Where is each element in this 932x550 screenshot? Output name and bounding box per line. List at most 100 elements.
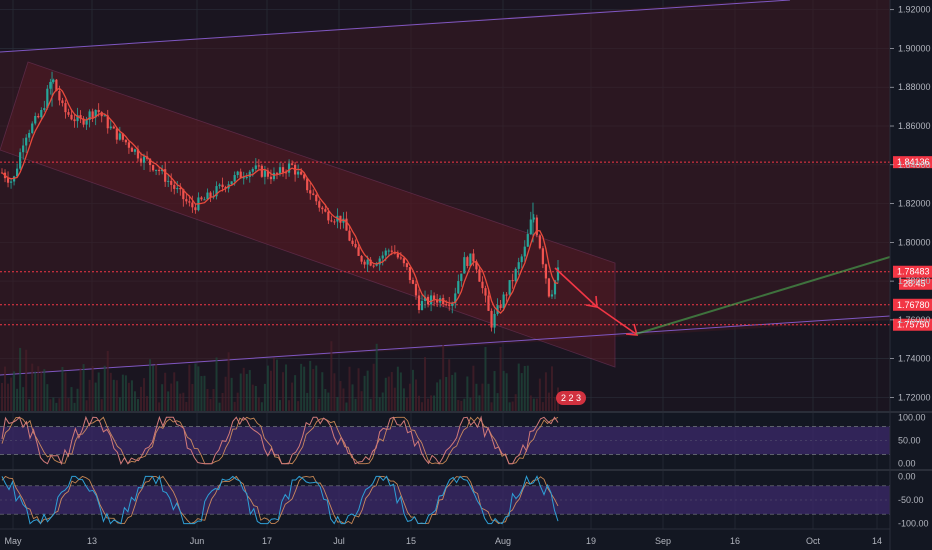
volume-bar [393, 387, 396, 411]
volume-bar [327, 392, 330, 411]
volume-bar [396, 366, 399, 411]
candle-body [454, 293, 457, 304]
candle-body [260, 165, 263, 177]
volume-bar [133, 391, 136, 411]
volume-bar [121, 374, 124, 411]
volume-bar [294, 375, 297, 411]
candle-body [451, 303, 454, 306]
y-tick-label: 1.92000 [898, 5, 931, 15]
volume-bar [523, 365, 526, 411]
candlestick-series [0, 71, 560, 334]
x-tick-label: 19 [586, 536, 596, 546]
candle-body [496, 305, 499, 314]
volume-bar [487, 383, 490, 411]
candle-body [254, 165, 257, 169]
volume-bar [378, 397, 381, 411]
candle-body [544, 264, 548, 279]
volume-bar [469, 397, 472, 411]
candle-body [233, 175, 236, 182]
candle-body [278, 167, 282, 174]
candle-body [52, 79, 55, 82]
candle-body [46, 88, 49, 109]
volume-bar [127, 382, 130, 411]
candle-body [127, 142, 131, 148]
candle-body [248, 171, 251, 177]
volume-bar [390, 372, 393, 411]
candle-body [221, 184, 224, 188]
volume-bar [245, 373, 248, 411]
oscillator-line [1, 415, 559, 466]
volume-bar [496, 393, 499, 411]
volume-bar [460, 400, 463, 411]
volume-bar [106, 350, 109, 411]
candle-body [396, 253, 399, 258]
candle-body [242, 177, 245, 179]
candle-body [433, 295, 436, 301]
volume-bar [538, 378, 541, 411]
volume-bar [285, 364, 288, 411]
candle-body [384, 250, 387, 256]
countdown-tag [899, 278, 932, 290]
candle-body [366, 259, 369, 265]
volume-bar [272, 357, 275, 411]
candle-body [369, 259, 372, 266]
oscillator-tick-label: -50.00 [898, 495, 924, 505]
volume-bar [484, 347, 487, 411]
candle-body [121, 133, 124, 140]
candle-body [61, 100, 64, 104]
candle-body [339, 215, 342, 223]
time-axis[interactable]: May 13 Jun 17 Jul 15 Aug 19 Sep 16 Oct 14 [4, 536, 882, 546]
volume-bar [209, 398, 212, 411]
candle-body [209, 192, 212, 197]
volume-bar [481, 383, 484, 411]
volume-bar [333, 373, 336, 411]
candle-body [176, 188, 179, 190]
volume-bar [466, 376, 469, 411]
indicator-badge[interactable]: 2 2 3 [556, 391, 586, 405]
candle-body [357, 247, 360, 256]
volume-bar [70, 387, 73, 411]
volume-bar [109, 372, 112, 411]
candle-body [179, 188, 182, 190]
candle-body [91, 111, 94, 118]
y-tick-label: 1.72000 [898, 392, 931, 402]
candle-body [372, 265, 375, 267]
candle-body [306, 178, 309, 191]
candle-body [76, 115, 79, 122]
volume-bar [339, 381, 342, 411]
volume-bar [224, 376, 227, 411]
candle-body [423, 296, 427, 301]
volume-bar [179, 393, 182, 411]
candle-body [118, 133, 121, 140]
volume-bar [354, 398, 357, 411]
volume-bar [143, 378, 146, 411]
candle-body [73, 119, 76, 122]
oscillator-tick-label: 50.00 [898, 436, 921, 446]
volume-bar [402, 388, 405, 411]
volume-bar [239, 373, 242, 411]
volume-bar [384, 377, 387, 411]
countdown-label: 28:45 [903, 279, 926, 289]
candle-body [151, 164, 155, 171]
candle-body [360, 255, 363, 262]
volume-bar [34, 371, 37, 411]
candle-body [40, 110, 43, 118]
volume-bar [505, 373, 508, 411]
candle-body [133, 149, 137, 152]
candle-body [481, 281, 484, 289]
y-tick-label: 1.78000 [898, 276, 931, 286]
volume-bar [55, 402, 58, 411]
candle-body [297, 171, 300, 175]
candle-body [161, 169, 164, 172]
volume-bar [37, 366, 40, 411]
volume-bar [418, 395, 420, 411]
price-axis[interactable]: 1.92000 1.90000 1.88000 1.86000 1.84000 1.820… [890, 5, 931, 529]
candle-body [508, 280, 511, 295]
x-tick-label: Jun [190, 536, 205, 546]
volume-bar [149, 359, 152, 411]
volume-bar [517, 363, 520, 411]
volume-bar [387, 376, 390, 411]
candle-body [257, 165, 260, 167]
volume-bar [260, 402, 263, 411]
